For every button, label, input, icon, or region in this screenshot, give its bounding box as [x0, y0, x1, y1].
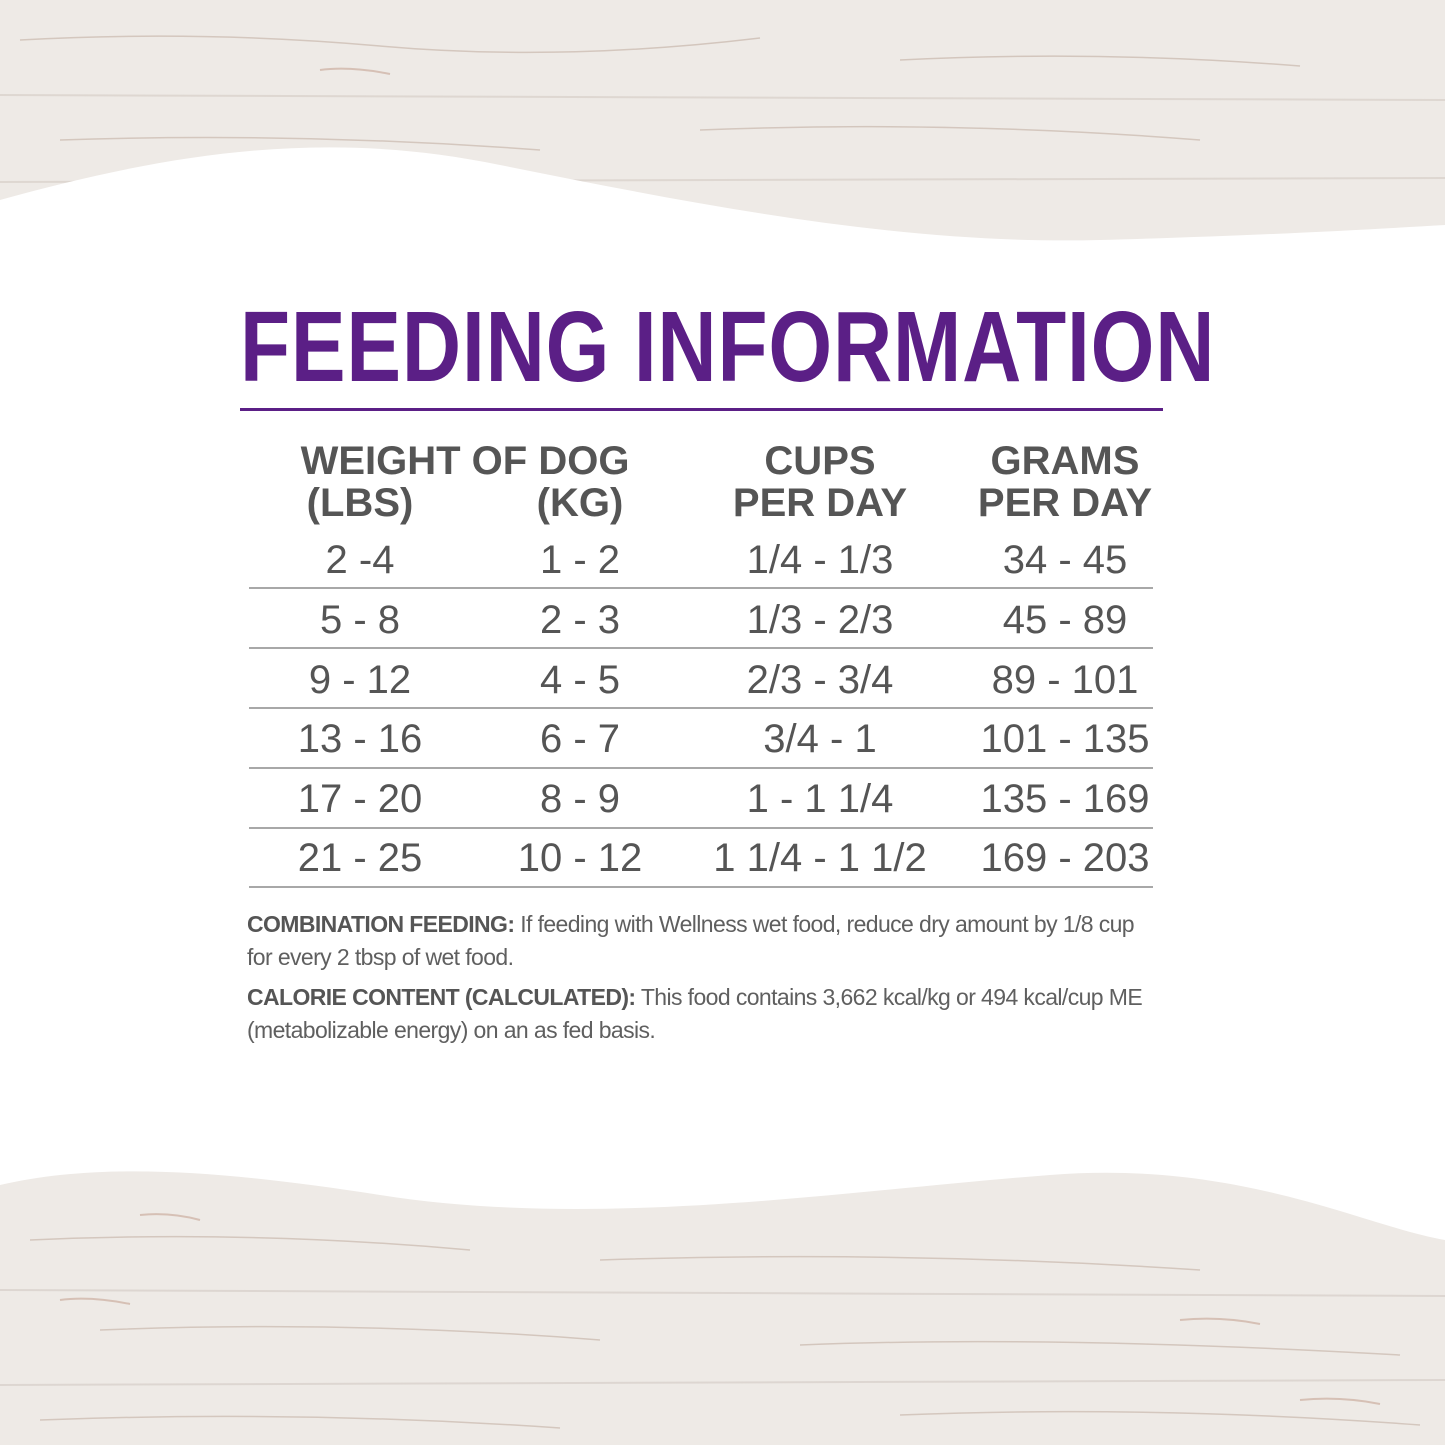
row-divider — [249, 827, 1153, 829]
kg-cell: 8 - 9 — [539, 777, 621, 821]
calorie-content-label: CALORIE CONTENT (CALCULATED): — [247, 984, 636, 1010]
header-kg: (KG) — [536, 481, 624, 525]
combination-feeding-text: If feeding with Wellness wet food, reduc… — [247, 911, 1135, 970]
grams-cell: 101 - 135 — [980, 717, 1150, 761]
header-cups-line2: PER DAY — [732, 481, 908, 525]
lbs-cell: 9 - 12 — [308, 658, 412, 702]
kg-cell: 4 - 5 — [539, 658, 621, 702]
grams-cell: 89 - 101 — [991, 658, 1139, 702]
lbs-cell: 13 - 16 — [297, 717, 423, 761]
row-divider — [249, 767, 1153, 769]
grams-cell: 169 - 203 — [980, 836, 1150, 880]
title-divider — [240, 408, 1163, 411]
lbs-cell: 21 - 25 — [297, 836, 423, 880]
page-title: FEEDING INFORMATION — [240, 291, 1216, 403]
combination-feeding-note: COMBINATION FEEDING: If feeding with Wel… — [247, 908, 1162, 974]
calorie-content-note: CALORIE CONTENT (CALCULATED): This food … — [247, 981, 1162, 1047]
lbs-cell: 5 - 8 — [319, 598, 401, 642]
cups-cell: 1 1/4 - 1 1/2 — [713, 836, 927, 880]
row-divider — [249, 886, 1153, 888]
header-weight-of-dog: WEIGHT OF DOG — [300, 439, 630, 483]
lbs-cell: 2 -4 — [325, 538, 395, 582]
grams-cell: 135 - 169 — [980, 777, 1150, 821]
grams-cell: 34 - 45 — [1002, 538, 1128, 582]
white-wave-panel — [0, 147, 1445, 1240]
header-grams-line2: PER DAY — [977, 481, 1153, 525]
row-divider — [249, 647, 1153, 649]
header-lbs: (LBS) — [306, 481, 414, 525]
row-divider — [249, 707, 1153, 709]
cups-cell: 3/4 - 1 — [763, 717, 877, 761]
row-divider — [249, 587, 1153, 589]
lbs-cell: 17 - 20 — [297, 777, 423, 821]
kg-cell: 6 - 7 — [539, 717, 621, 761]
calorie-content-text: This food contains 3,662 kcal/kg or 494 … — [247, 984, 1143, 1043]
grams-cell: 45 - 89 — [1002, 598, 1128, 642]
kg-cell: 1 - 2 — [539, 538, 621, 582]
cups-cell: 1/3 - 2/3 — [746, 598, 894, 642]
header-grams-line1: GRAMS — [990, 439, 1140, 483]
kg-cell: 2 - 3 — [539, 598, 621, 642]
kg-cell: 10 - 12 — [517, 836, 643, 880]
cups-cell: 1/4 - 1/3 — [746, 538, 894, 582]
combination-feeding-label: COMBINATION FEEDING: — [247, 911, 515, 937]
cups-cell: 1 - 1 1/4 — [746, 777, 894, 821]
cups-cell: 2/3 - 3/4 — [746, 658, 894, 702]
header-cups-line1: CUPS — [764, 439, 876, 483]
